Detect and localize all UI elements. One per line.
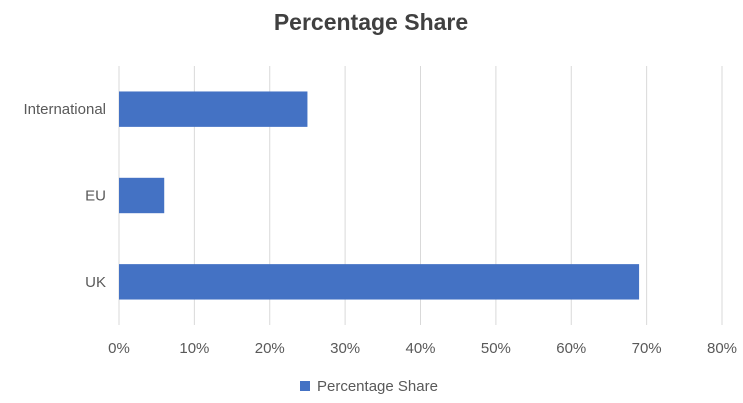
x-tick-label: 40% xyxy=(405,340,435,357)
bars xyxy=(119,91,640,300)
x-tick-label: 30% xyxy=(330,340,360,357)
legend-swatch xyxy=(300,381,310,391)
x-tick-label: 10% xyxy=(179,340,209,357)
bar xyxy=(119,264,640,300)
bar xyxy=(119,91,308,127)
x-tick-labels: 0% 10% 20% 30% 40% 50% 60% 70% 80% xyxy=(108,340,737,357)
category-label: International xyxy=(23,101,106,118)
legend-label: Percentage Share xyxy=(317,378,438,395)
x-tick-label: 50% xyxy=(481,340,511,357)
x-tick-label: 20% xyxy=(255,340,285,357)
x-tick-label: 70% xyxy=(632,340,662,357)
category-label: EU xyxy=(85,188,106,205)
legend: Percentage Share xyxy=(300,378,438,395)
category-labels: International EU UK xyxy=(23,101,106,291)
x-tick-label: 60% xyxy=(556,340,586,357)
x-tick-label: 0% xyxy=(108,340,130,357)
chart-title: Percentage Share xyxy=(274,9,468,35)
x-tick-label: 80% xyxy=(707,340,737,357)
bar xyxy=(119,177,165,214)
category-label: UK xyxy=(85,274,106,291)
